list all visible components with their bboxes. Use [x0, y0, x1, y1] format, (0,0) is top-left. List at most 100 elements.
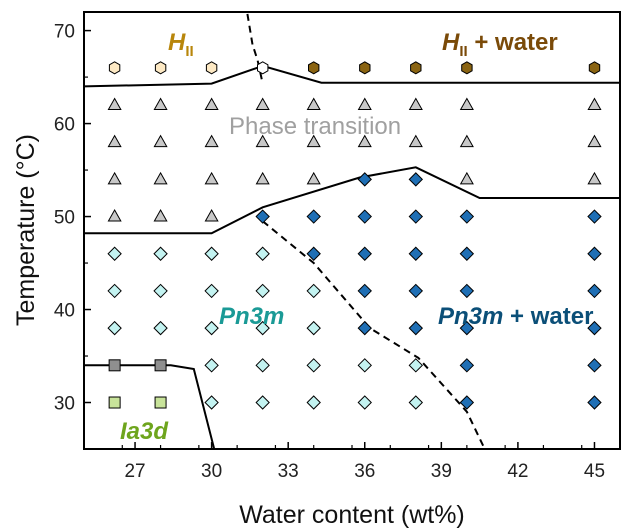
phase-boundary-dashed-3	[246, 13, 264, 84]
plot-background	[84, 12, 620, 449]
marker-pn3m	[306, 358, 321, 373]
marker-transition	[107, 209, 122, 222]
marker-hii	[154, 61, 167, 75]
marker-pn3m-water	[357, 283, 372, 299]
marker-transition	[107, 171, 122, 185]
marker-pn3m	[255, 358, 270, 373]
marker-pn3m	[107, 320, 122, 336]
marker-pn3m-water	[459, 320, 475, 336]
marker-pn3m-water	[459, 283, 475, 299]
marker-transition	[153, 209, 168, 222]
label-hii-region: HII	[168, 29, 194, 60]
y-tick-label: 40	[54, 301, 75, 322]
marker-pn3m-water	[408, 246, 424, 261]
x-tick-label: 36	[354, 461, 375, 482]
marker-pn3m	[153, 283, 168, 299]
marker-pn3m-water	[408, 209, 424, 224]
marker-pn3m-water	[357, 172, 372, 187]
label-pn3m-water-normal: + water	[503, 303, 593, 330]
x-tick-label: 27	[124, 461, 145, 482]
marker-pn3m	[408, 358, 424, 373]
marker-transition	[255, 134, 270, 148]
marker-pn3m	[107, 246, 122, 261]
marker-pn3m-water	[255, 209, 270, 224]
label-pn3m-region: Pn3m	[219, 303, 284, 330]
marker-pn3m	[357, 395, 372, 410]
marker-pn3m-water	[459, 358, 475, 373]
marker-transition	[107, 97, 122, 110]
marker-pn3m-water	[459, 246, 475, 261]
label-hii-water-base: H	[442, 29, 460, 56]
marker-transition	[306, 171, 321, 185]
marker-pn3m-water	[459, 395, 475, 410]
marker-transition	[107, 134, 122, 148]
marker-transition	[408, 134, 423, 148]
marker-transition	[306, 134, 321, 148]
x-axis-title: Water content (wt%)	[239, 501, 465, 529]
marker-ia3d-pn3m	[154, 359, 167, 372]
marker-transition	[306, 97, 321, 110]
marker-transition	[255, 97, 270, 110]
marker-transition	[459, 171, 474, 185]
marker-hii	[205, 61, 218, 75]
marker-transition	[204, 134, 219, 148]
marker-transition	[587, 97, 602, 110]
x-tick-label: 42	[507, 461, 528, 482]
marker-transition	[587, 134, 602, 148]
y-tick-label: 50	[54, 208, 75, 229]
marker-pn3m	[306, 283, 321, 299]
marker-pn3m-water	[357, 320, 372, 336]
label-hii-subscript: II	[185, 43, 193, 60]
marker-pn3m	[107, 283, 122, 299]
data-markers	[107, 61, 602, 410]
marker-pn3m	[204, 246, 219, 261]
marker-pn3m	[306, 320, 321, 336]
marker-pn3m	[204, 358, 219, 373]
marker-pn3m	[357, 358, 372, 373]
label-hii-water-subscript: II	[459, 43, 467, 60]
axis-ticks: 27 30 33 36 39 42 45 30 40 50 60 70	[54, 22, 621, 482]
marker-pn3m-water	[587, 209, 602, 224]
marker-pn3m-water	[408, 320, 424, 336]
marker-hii-water	[588, 61, 601, 75]
marker-pn3m	[204, 395, 219, 410]
marker-pn3m-water	[587, 246, 602, 261]
x-tick-label: 39	[431, 461, 452, 482]
marker-pn3m	[153, 320, 168, 336]
marker-transition	[357, 134, 372, 148]
marker-hii-water	[410, 61, 422, 75]
y-tick-label: 30	[54, 394, 75, 415]
label-hii-water-region: HII + water	[442, 29, 558, 60]
marker-transition	[408, 97, 423, 110]
marker-transition	[255, 171, 270, 185]
marker-transition	[153, 171, 168, 185]
marker-pn3m	[153, 246, 168, 261]
marker-pn3m	[255, 246, 270, 261]
label-pn3m-water-region: Pn3m + water	[438, 303, 593, 330]
x-tick-label: 33	[278, 461, 299, 482]
marker-pn3m-water	[306, 246, 321, 261]
marker-pn3m-water	[587, 320, 602, 336]
label-phase-transition: Phase transition	[229, 113, 401, 140]
marker-transition	[459, 134, 474, 148]
marker-transition	[153, 97, 168, 110]
marker-transition	[204, 209, 219, 222]
marker-pn3m	[204, 320, 219, 336]
label-hii-base: H	[168, 29, 186, 56]
marker-hii-water	[359, 61, 371, 75]
label-ia3d-region: Ia3d	[120, 418, 169, 445]
marker-pn3m	[255, 395, 270, 410]
marker-pn3m-water	[408, 172, 424, 187]
marker-transition	[204, 97, 219, 110]
marker-ia3d	[108, 396, 121, 409]
label-pn3m-water-italic: Pn3m	[438, 303, 503, 330]
marker-pn3m	[306, 395, 321, 410]
marker-transition	[587, 171, 602, 185]
marker-transition	[153, 134, 168, 148]
label-hii-water-suffix: + water	[468, 29, 558, 56]
phase-boundary-dashed-4	[262, 220, 486, 449]
marker-pn3m-water	[357, 246, 372, 261]
y-tick-label: 70	[54, 22, 75, 43]
marker-pn3m-water	[459, 209, 475, 224]
